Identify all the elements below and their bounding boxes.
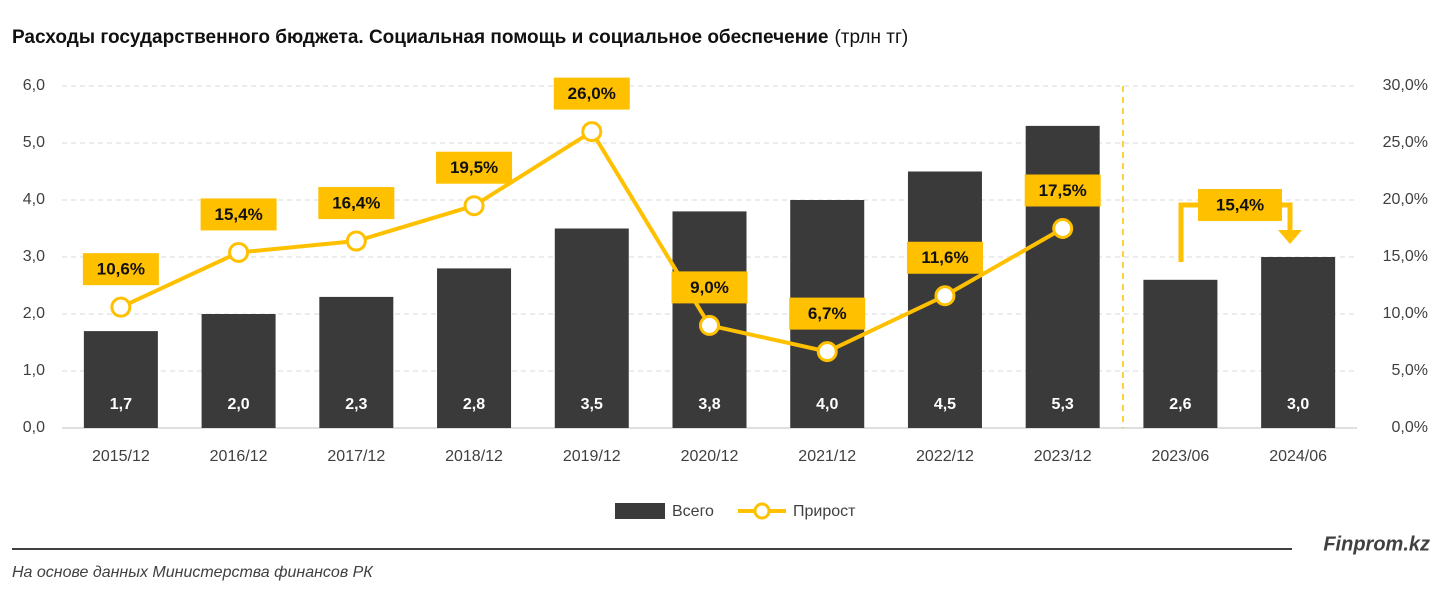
annotation-box [1198, 189, 1282, 221]
value-label-box [671, 271, 748, 304]
line-marker [581, 121, 603, 143]
x-tick-label: 2020/12 [681, 448, 739, 465]
x-tick-label: 2017/12 [327, 448, 385, 465]
title-unit: (трлн тг) [834, 27, 908, 48]
y-tick-label: 1,0 [23, 362, 45, 379]
y2-tick-label: 15,0% [1383, 248, 1428, 265]
bar-value-label: 3,8 [698, 396, 720, 413]
bar-value-label: 1,7 [110, 396, 132, 413]
bar-value-label: 5,3 [1052, 396, 1074, 413]
line-marker [228, 241, 250, 263]
legend-swatch-bar [615, 503, 665, 519]
bar [1261, 257, 1336, 428]
brand: Finprom.kz [1323, 533, 1430, 555]
bar-value-label: 3,5 [581, 396, 603, 413]
line-marker [345, 230, 367, 252]
line-value-label: 16,4% [332, 194, 380, 213]
line-marker [699, 314, 720, 336]
annotation: 15,4% [1216, 195, 1264, 214]
bar-value-label: 2,3 [345, 396, 367, 413]
line-marker [463, 195, 485, 217]
title: Расходы государственного бюджета. Социал… [12, 27, 828, 48]
value-label-box [1024, 174, 1101, 207]
bar-value-label: 2,0 [227, 396, 249, 413]
y-tick-label: 6,0 [23, 77, 45, 94]
bar [437, 268, 512, 428]
legend-label: Прирост [793, 503, 856, 520]
bar-value-label: 3,0 [1287, 396, 1309, 413]
bar [319, 296, 394, 428]
bar [554, 228, 629, 428]
y2-tick-label: 10,0% [1383, 305, 1428, 322]
y-tick-label: 3,0 [23, 248, 45, 265]
line-value-label: 26,0% [568, 84, 616, 103]
x-tick-label: 2023/06 [1151, 448, 1209, 465]
x-tick-label: 2018/12 [445, 448, 503, 465]
line-value-label: 19,5% [450, 158, 498, 177]
annotation-arrowhead [1278, 230, 1302, 244]
bar [1025, 125, 1100, 429]
x-tick-label: 2015/12 [92, 448, 150, 465]
line-value-label: 11,6% [921, 248, 968, 267]
value-label-box [906, 241, 983, 274]
y-tick-label: 2,0 [23, 305, 45, 322]
x-tick-label: 2021/12 [798, 448, 856, 465]
y-tick-label: 4,0 [23, 191, 45, 208]
value-label-box [318, 187, 395, 220]
line-value-label: 10,6% [97, 260, 145, 279]
y2-tick-label: 0,0% [1392, 419, 1428, 436]
y2-tick-label: 5,0% [1392, 362, 1428, 379]
bar [83, 331, 158, 428]
y-tick-label: 0,0 [23, 419, 45, 436]
bar [1143, 279, 1218, 428]
bar-value-label: 2,6 [1169, 396, 1191, 413]
value-label-box [200, 198, 277, 231]
bar [201, 314, 276, 428]
line-marker [110, 296, 132, 318]
line-marker [1052, 218, 1074, 239]
line-marker [934, 285, 956, 307]
y2-tick-label: 20,0% [1383, 191, 1428, 208]
y2-tick-label: 30,0% [1383, 77, 1428, 94]
x-tick-label: 2024/06 [1269, 448, 1327, 465]
value-label-box [789, 297, 866, 330]
legend-label: Всего [672, 503, 714, 520]
x-tick-label: 2019/12 [563, 448, 621, 465]
x-tick-label: 2016/12 [210, 448, 268, 465]
y2-tick-label: 25,0% [1383, 134, 1428, 151]
bar-value-label: 4,5 [934, 396, 956, 413]
x-tick-label: 2022/12 [916, 448, 974, 465]
bar-value-label: 2,8 [463, 396, 485, 413]
bar-value-label: 4,0 [816, 396, 838, 413]
line-value-label: 9,0% [690, 278, 729, 297]
value-label-box [436, 151, 513, 184]
value-label-box [82, 253, 159, 286]
source: На основе данных Министерства финансов Р… [12, 564, 374, 581]
chart-title: Расходы государственного бюджета. Социал… [12, 27, 908, 48]
line-marker [816, 341, 838, 363]
x-tick-label: 2023/12 [1034, 448, 1092, 465]
legend-swatch-marker [753, 502, 771, 520]
line-value-label: 6,7% [808, 304, 847, 323]
line-value-label: 15,4% [214, 205, 262, 224]
value-label-box [553, 77, 630, 110]
plot: 0,0 1,0 2,0 3,0 4,0 5,0 6,0 0,0% 5,0% 10,0% 15,0% 2… [23, 77, 1428, 465]
y-tick-label: 5,0 [23, 134, 45, 151]
line-value-label: 17,5% [1039, 181, 1087, 200]
